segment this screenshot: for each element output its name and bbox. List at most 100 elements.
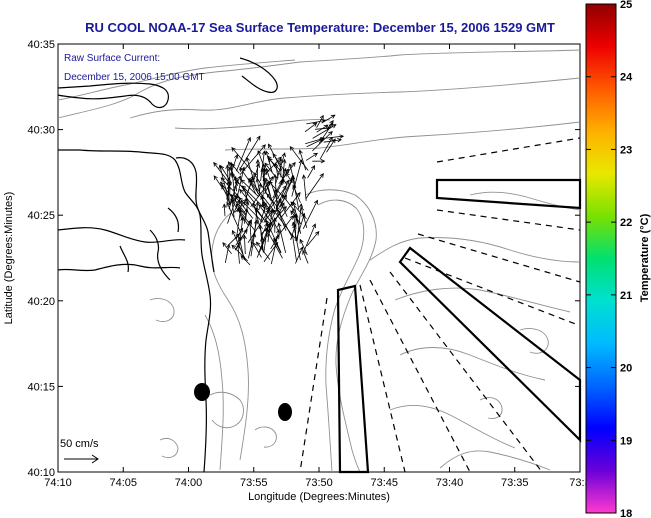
x-tick-label: 74:00 (175, 477, 203, 489)
x-axis-ticks: 74:10 74:05 74:00 73:55 73:50 73:45 73:40 73:35… (44, 44, 591, 489)
bathymetry-contours (57, 49, 581, 473)
x-tick-label: 73:45 (370, 477, 398, 489)
current-vector (312, 124, 337, 139)
current-vector (231, 146, 254, 173)
current-vector (268, 143, 283, 171)
current-vector (226, 180, 232, 203)
current-vector (290, 174, 300, 210)
x-tick-label: 73:50 (305, 477, 333, 489)
current-vector (290, 224, 297, 241)
map-panel: Raw Surface Current: December 15, 2006 1… (57, 43, 582, 474)
colorbar-tick-label: 23 (620, 144, 632, 156)
current-vector (267, 178, 285, 210)
x-axis-label: Longitude (Degrees:Minutes) (248, 491, 390, 503)
current-vector (266, 193, 278, 207)
current-vector (277, 222, 287, 253)
radar-beam-outlines (336, 178, 582, 474)
x-tick-label: 73:40 (436, 477, 464, 489)
colorbar-tick-label: 25 (620, 0, 632, 11)
current-vector (220, 164, 233, 184)
current-vector (273, 173, 278, 212)
colorbar-tick-label: 21 (620, 290, 632, 302)
current-vector (250, 181, 271, 207)
current-vector (271, 198, 282, 220)
current-vector (242, 234, 247, 255)
y-tick-label: 40:30 (27, 125, 55, 137)
x-tick-label: 74:10 (44, 477, 72, 489)
y-tick-label: 40:35 (27, 39, 55, 51)
current-vector (303, 223, 317, 252)
current-vector (305, 152, 318, 161)
current-vector (273, 237, 282, 254)
colorbar-label: Temperature (°C) (639, 213, 651, 302)
current-vector (299, 238, 308, 256)
current-vector (258, 204, 273, 225)
colorbar-tick-label: 19 (620, 435, 632, 447)
current-vector (301, 174, 307, 201)
coastline (57, 57, 278, 473)
current-vector (237, 236, 245, 260)
current-vector (270, 228, 281, 265)
current-vector (255, 241, 271, 260)
current-vector (278, 194, 287, 208)
y-tick-label: 40:25 (27, 210, 55, 222)
current-vector (260, 150, 267, 181)
current-vector (289, 145, 309, 171)
current-vector (311, 131, 333, 152)
current-vector (236, 166, 246, 199)
shoal-marker-south (278, 403, 292, 421)
current-vector (325, 134, 345, 139)
current-vector (305, 173, 324, 200)
current-vector (235, 136, 252, 172)
current-vector (245, 156, 259, 194)
current-vector (267, 185, 287, 213)
current-vector (326, 120, 334, 130)
current-vector (258, 222, 271, 254)
current-vector (238, 209, 255, 231)
current-vector (257, 182, 263, 196)
radar-dashed-lines (299, 137, 581, 473)
current-vector (213, 175, 227, 194)
current-vector (222, 242, 232, 254)
current-vector (225, 164, 230, 206)
colorbar-ticks: 25 24 23 22 21 20 19 18 (586, 0, 633, 518)
current-vector (280, 192, 301, 218)
current-vector (239, 144, 266, 176)
current-vector (278, 161, 296, 185)
current-vector (307, 165, 316, 179)
current-vector (235, 203, 247, 217)
current-vector (228, 233, 241, 246)
x-tick-label: 73:55 (240, 477, 268, 489)
current-vector (234, 219, 252, 251)
x-tick-label: 73:3 (569, 477, 590, 489)
current-vector (222, 203, 227, 217)
current-vectors (213, 114, 345, 266)
y-tick-label: 40:10 (27, 467, 55, 479)
current-vector (273, 215, 294, 242)
current-vector (253, 162, 260, 181)
current-vector (272, 209, 293, 237)
current-vector (319, 136, 333, 160)
current-vector (326, 138, 336, 153)
current-vector (262, 156, 282, 178)
current-vector (306, 230, 320, 247)
current-vector (220, 181, 235, 202)
current-vector (264, 177, 272, 197)
current-vector (262, 201, 280, 233)
current-vector (261, 206, 287, 234)
current-vector (316, 114, 324, 128)
y-tick-label: 40:15 (27, 381, 55, 393)
current-vector (264, 162, 278, 180)
y-axis-label: Latitude (Degrees:Minutes) (3, 192, 15, 325)
current-vector (312, 158, 326, 164)
current-vector (306, 118, 326, 125)
current-vector (298, 149, 307, 171)
current-vector (232, 175, 241, 191)
colorbar-tick-label: 20 (620, 363, 632, 375)
current-vector (295, 212, 306, 242)
colorbar (585, 3, 617, 514)
current-vector (302, 249, 309, 264)
current-vector (281, 178, 293, 199)
current-vector (295, 246, 304, 264)
